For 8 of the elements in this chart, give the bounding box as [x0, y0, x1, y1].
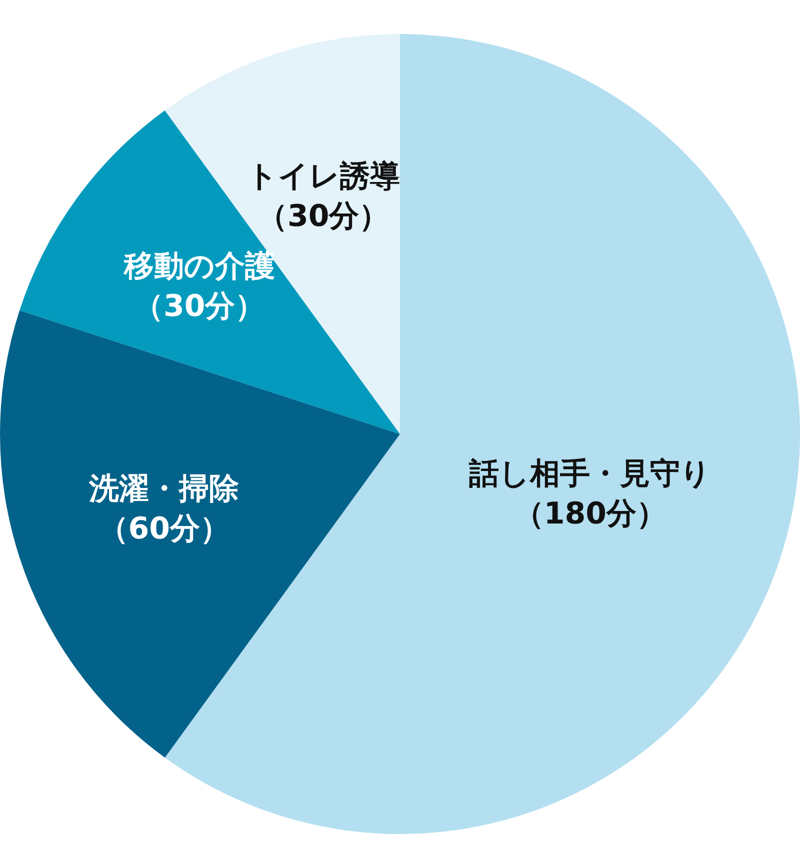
slice-label: 話し相手・見守り — [468, 456, 712, 492]
data-label: （60分） — [98, 511, 230, 546]
data-label: （30分） — [133, 289, 266, 324]
slice-label: トイレ誘導 — [246, 158, 400, 194]
slice-label: 洗濯・掃除 — [88, 471, 240, 506]
data-label: （180分） — [514, 496, 667, 532]
data-label: （30分） — [257, 198, 390, 234]
slice-label: 移動の介護 — [122, 249, 275, 284]
